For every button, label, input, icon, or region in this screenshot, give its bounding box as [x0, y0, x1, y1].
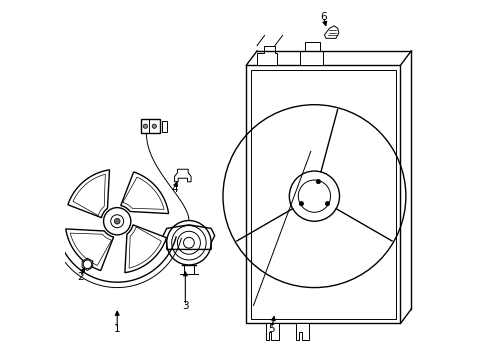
Polygon shape [246, 65, 400, 323]
Circle shape [103, 208, 131, 235]
Circle shape [289, 171, 339, 221]
Circle shape [316, 179, 320, 184]
Text: 4: 4 [171, 184, 178, 194]
Polygon shape [140, 119, 160, 134]
Text: 6: 6 [320, 12, 326, 22]
Polygon shape [65, 229, 113, 271]
Polygon shape [290, 323, 308, 339]
Circle shape [299, 202, 303, 206]
Circle shape [83, 260, 92, 269]
Text: 3: 3 [182, 301, 188, 311]
Polygon shape [121, 172, 168, 213]
Circle shape [143, 124, 147, 129]
Polygon shape [257, 45, 276, 65]
Text: 1: 1 [114, 324, 120, 334]
Polygon shape [260, 323, 278, 339]
Circle shape [152, 124, 156, 129]
Polygon shape [174, 169, 191, 182]
Polygon shape [68, 170, 109, 218]
Text: 2: 2 [77, 272, 83, 282]
Polygon shape [300, 42, 323, 65]
Polygon shape [124, 225, 166, 273]
Circle shape [325, 202, 329, 206]
Text: 5: 5 [267, 324, 274, 334]
Circle shape [114, 219, 120, 224]
Polygon shape [324, 26, 338, 39]
Polygon shape [163, 225, 214, 249]
Polygon shape [162, 121, 167, 132]
